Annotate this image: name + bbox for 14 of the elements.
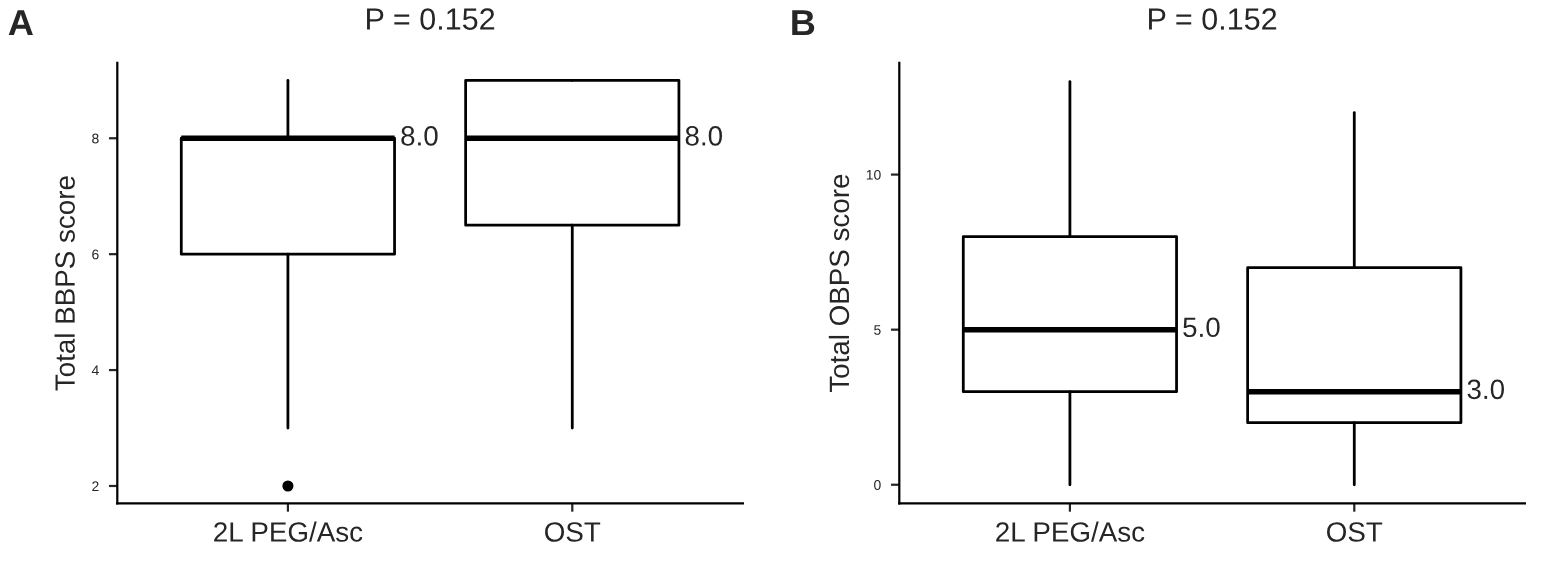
text: 5.0 xyxy=(1183,317,1220,338)
text: B xyxy=(792,10,815,36)
chart-title: P = 0.152 xyxy=(367,8,495,30)
x-tick-label: OST xyxy=(545,522,601,542)
x-tick-label: 2L PEG/Asc xyxy=(996,521,1145,542)
y-axis-title: Total OBPS score xyxy=(828,174,850,393)
text: A xyxy=(8,10,33,36)
text: 8.0 xyxy=(401,126,438,146)
text: 3.0 xyxy=(1467,379,1504,400)
y-axis-title: Total BBPS score xyxy=(54,176,75,391)
chart-title: P = 0.152 xyxy=(1149,8,1277,30)
text: 8.0 xyxy=(685,126,722,146)
x-tick-label: 2L PEG/Asc xyxy=(214,521,363,542)
x-tick-label: OST xyxy=(1327,522,1383,542)
